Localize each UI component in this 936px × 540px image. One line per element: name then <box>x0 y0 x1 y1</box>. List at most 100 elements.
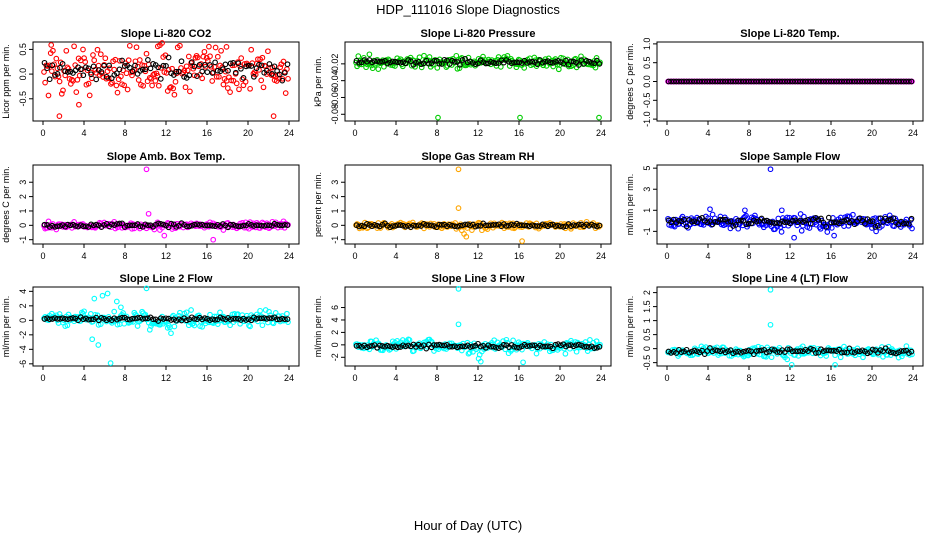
y-tick-label: -0.02 <box>330 54 340 75</box>
reference-point <box>781 219 788 226</box>
reference-point <box>591 222 598 229</box>
outlier-point <box>154 43 161 50</box>
reference-point <box>534 223 541 229</box>
reference-point <box>735 217 742 224</box>
reference-point <box>761 218 768 224</box>
reference-point <box>753 78 760 85</box>
reference-point <box>248 63 255 69</box>
reference-point <box>271 63 278 70</box>
data-point <box>778 229 785 235</box>
outlier-point <box>99 292 106 299</box>
reference-point <box>665 78 672 85</box>
data-point <box>285 319 291 325</box>
reference-point <box>838 78 845 85</box>
reference-point <box>524 343 530 349</box>
reference-point <box>451 58 458 65</box>
reference-point <box>841 218 848 224</box>
reference-point <box>204 69 211 75</box>
scatter-points <box>665 286 915 368</box>
reference-point <box>542 58 549 65</box>
reference-point <box>867 78 873 85</box>
reference-point <box>763 349 770 356</box>
data-point <box>277 64 284 71</box>
data-point <box>668 222 675 229</box>
data-point <box>95 62 102 69</box>
x-tick-label: 4 <box>705 128 710 138</box>
reference-point <box>137 223 144 230</box>
reference-point <box>199 68 206 75</box>
reference-point <box>686 78 693 85</box>
outlier-point <box>596 114 602 121</box>
reference-point <box>220 66 226 73</box>
reference-point <box>395 222 401 228</box>
reference-point <box>722 78 729 85</box>
data-point <box>159 40 165 46</box>
y-tick-label: -2 <box>18 331 28 339</box>
reference-point <box>670 349 677 355</box>
reference-point <box>119 314 125 321</box>
reference-point <box>57 223 63 229</box>
x-tick-label: 12 <box>785 251 795 261</box>
reference-point <box>784 78 791 85</box>
reference-point <box>862 78 868 85</box>
data-point <box>443 64 450 70</box>
data-point <box>784 356 791 363</box>
x-tick-label: 8 <box>746 128 751 138</box>
reference-point <box>415 222 422 229</box>
panel-8: Slope Line 3 Flow ml/min per min. 0 4 8 12 16 2… <box>313 273 612 383</box>
data-point <box>136 57 143 63</box>
data-point <box>593 55 600 61</box>
reference-point <box>820 348 827 354</box>
data-point <box>206 43 212 50</box>
reference-point <box>732 222 739 228</box>
scatter-points <box>665 166 915 241</box>
reference-point <box>570 343 577 350</box>
reference-point <box>256 61 262 68</box>
reference-point <box>413 59 419 66</box>
outlier-point <box>91 295 98 302</box>
reference-point <box>459 57 466 63</box>
reference-point <box>212 59 218 66</box>
x-tick-label: 4 <box>393 373 398 383</box>
reference-point <box>898 78 904 85</box>
outlier-point <box>831 232 837 239</box>
data-point <box>116 57 123 64</box>
data-point <box>562 350 569 357</box>
reference-point <box>207 222 213 229</box>
reference-point <box>188 59 195 65</box>
x-tick-label: 16 <box>826 373 836 383</box>
y-tick-label: -1 <box>642 227 652 235</box>
data-point <box>466 349 473 356</box>
reference-point <box>157 315 164 322</box>
reference-point <box>431 57 437 64</box>
reference-point <box>506 222 512 229</box>
reference-point <box>98 315 105 321</box>
data-point <box>850 211 856 218</box>
outlier-point <box>707 206 713 213</box>
reference-point <box>178 58 185 65</box>
reference-point <box>750 78 757 85</box>
data-point <box>81 308 87 315</box>
reference-point <box>565 342 572 349</box>
reference-point <box>454 223 461 230</box>
reference-point <box>207 62 213 68</box>
panel-title: Slope Li-820 Pressure <box>421 28 536 40</box>
reference-point <box>869 78 876 85</box>
reference-point <box>493 221 499 228</box>
reference-point <box>449 343 456 350</box>
data-point <box>118 73 124 80</box>
x-tick-label: 24 <box>908 251 918 261</box>
data-point <box>74 76 81 83</box>
reference-point <box>676 217 682 224</box>
data-point <box>201 48 208 55</box>
data-point <box>58 90 65 97</box>
data-point <box>426 54 433 60</box>
reference-point <box>714 347 721 354</box>
reference-point <box>225 67 231 74</box>
x-tick-label: 12 <box>161 373 171 383</box>
data-point <box>171 323 178 330</box>
reference-point <box>503 223 510 229</box>
x-tick-label: 4 <box>81 251 86 261</box>
reference-point <box>789 348 796 355</box>
x-tick-label: 24 <box>596 251 606 261</box>
